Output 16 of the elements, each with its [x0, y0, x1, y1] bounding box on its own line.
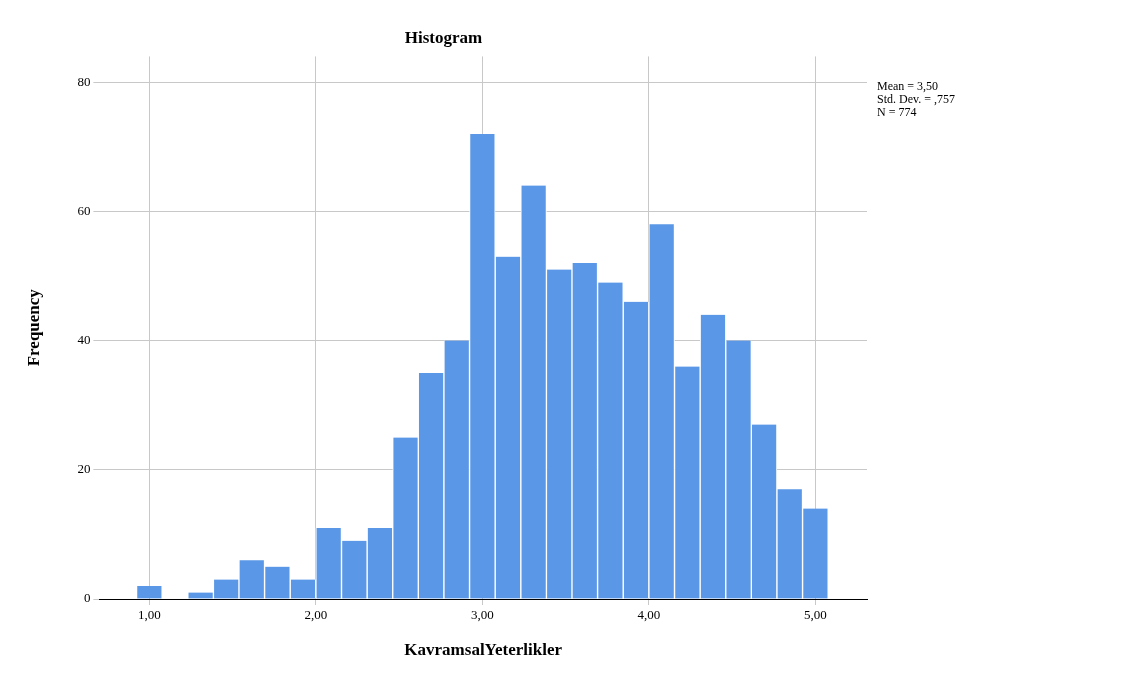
x-tick-label: 4,00 — [637, 607, 661, 623]
x-tick-label: 3,00 — [470, 607, 494, 623]
x-tick-label: 2,00 — [304, 607, 328, 623]
text: N = 774 — [877, 104, 917, 119]
text: Std. Dev. = ,757 — [877, 91, 955, 106]
x-axis-title: KavramsalYeterlikler — [404, 640, 563, 660]
x-tick-label: 1,00 — [137, 607, 161, 623]
x-tick-label: 5,00 — [804, 607, 827, 623]
y-tick-label: 60 — [77, 202, 91, 218]
chart-title: Histogram — [404, 27, 483, 47]
y-tick-label: 80 — [77, 73, 91, 89]
y-tick-label: 40 — [77, 332, 91, 348]
y-tick-label: 20 — [77, 461, 91, 477]
y-tick-label: 0 — [83, 590, 91, 606]
text: Mean = 3,50 — [877, 78, 939, 93]
y-axis-title: Frequency — [23, 288, 43, 367]
